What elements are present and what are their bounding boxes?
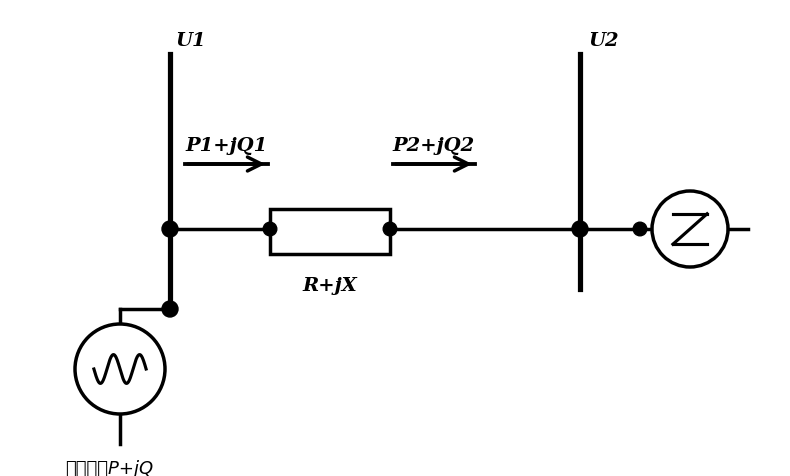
Circle shape xyxy=(652,192,728,268)
Text: R+jX: R+jX xyxy=(303,277,357,294)
Circle shape xyxy=(162,221,178,238)
Text: 光伏电站P+jQ: 光伏电站P+jQ xyxy=(65,459,153,476)
Circle shape xyxy=(572,221,588,238)
Bar xyxy=(270,209,390,255)
Text: P1+jQ1: P1+jQ1 xyxy=(186,137,268,155)
Text: U2: U2 xyxy=(588,32,619,50)
Text: U1: U1 xyxy=(175,32,205,50)
Circle shape xyxy=(634,223,647,236)
Circle shape xyxy=(162,301,178,317)
Text: P2+jQ2: P2+jQ2 xyxy=(393,137,475,155)
Circle shape xyxy=(383,223,397,236)
Circle shape xyxy=(75,324,165,414)
Circle shape xyxy=(263,223,276,236)
